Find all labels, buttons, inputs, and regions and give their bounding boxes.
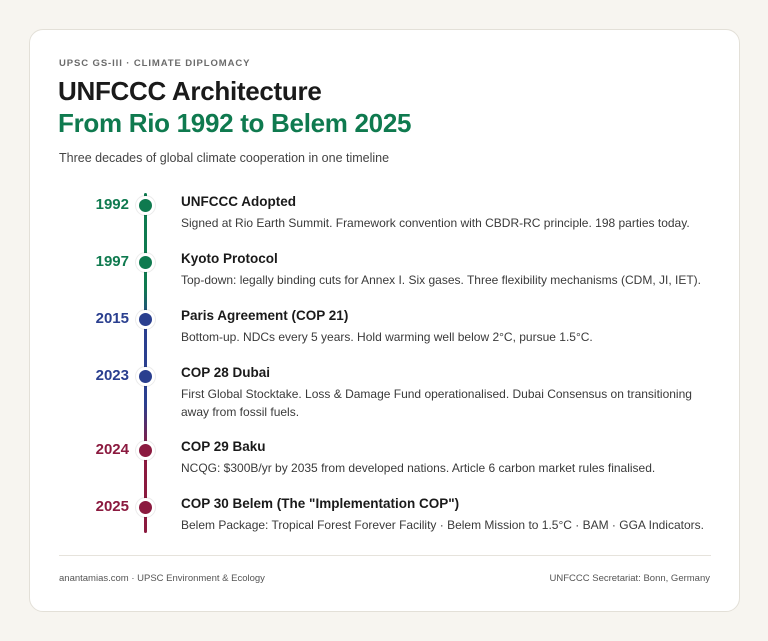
timeline-year: 2015 — [95, 310, 129, 327]
footer-divider — [59, 555, 711, 556]
timeline-event-title: COP 28 Dubai — [181, 365, 271, 380]
timeline-dot — [136, 367, 155, 386]
page-title-accent: From Rio 1992 to Belem 2025 — [58, 108, 412, 138]
timeline-event-title: COP 29 Baku — [181, 439, 266, 454]
timeline-event-description: Belem Package: Tropical Forest Forever F… — [181, 518, 704, 532]
eyebrow-label: UPSC GS-III · CLIMATE DIPLOMACY — [59, 58, 251, 69]
timeline-dot — [136, 498, 155, 517]
timeline: 1992 UNFCCC Adopted Signed at Rio Earth … — [59, 190, 719, 535]
timeline-event-title: Paris Agreement (COP 21) — [181, 308, 349, 323]
timeline-dot — [136, 310, 155, 329]
timeline-event-description: Bottom-up. NDCs every 5 years. Hold warm… — [181, 330, 593, 344]
timeline-event-title: COP 30 Belem (The "Implementation COP") — [181, 496, 460, 511]
timeline-year: 2023 — [95, 367, 129, 384]
page-title: UNFCCC Architecture — [58, 76, 322, 106]
timeline-year: 1992 — [95, 196, 129, 213]
timeline-dot — [136, 253, 155, 272]
timeline-year: 1997 — [95, 253, 129, 270]
timeline-event-description: Top-down: legally binding cuts for Annex… — [181, 273, 701, 287]
footer-source: anantamias.com · UPSC Environment & Ecol… — [59, 573, 265, 584]
timeline-year: 2025 — [95, 498, 129, 515]
timeline-dot — [136, 441, 155, 460]
timeline-event-title: Kyoto Protocol — [181, 251, 278, 266]
timeline-card: UPSC GS-III · CLIMATE DIPLOMACY UNFCCC A… — [29, 29, 740, 612]
page-subtitle: Three decades of global climate cooperat… — [59, 151, 390, 165]
timeline-dot — [136, 196, 155, 215]
timeline-event-description: Signed at Rio Earth Summit. Framework co… — [181, 216, 690, 230]
timeline-year: 2024 — [95, 441, 129, 458]
timeline-event-title: UNFCCC Adopted — [181, 194, 296, 209]
timeline-event-description: First Global Stocktake. Loss & Damage Fu… — [181, 387, 692, 419]
footer-note: UNFCCC Secretariat: Bonn, Germany — [549, 573, 711, 584]
timeline-event-description: NCQG: $300B/yr by 2035 from developed na… — [181, 461, 656, 475]
timeline-line — [144, 193, 147, 533]
